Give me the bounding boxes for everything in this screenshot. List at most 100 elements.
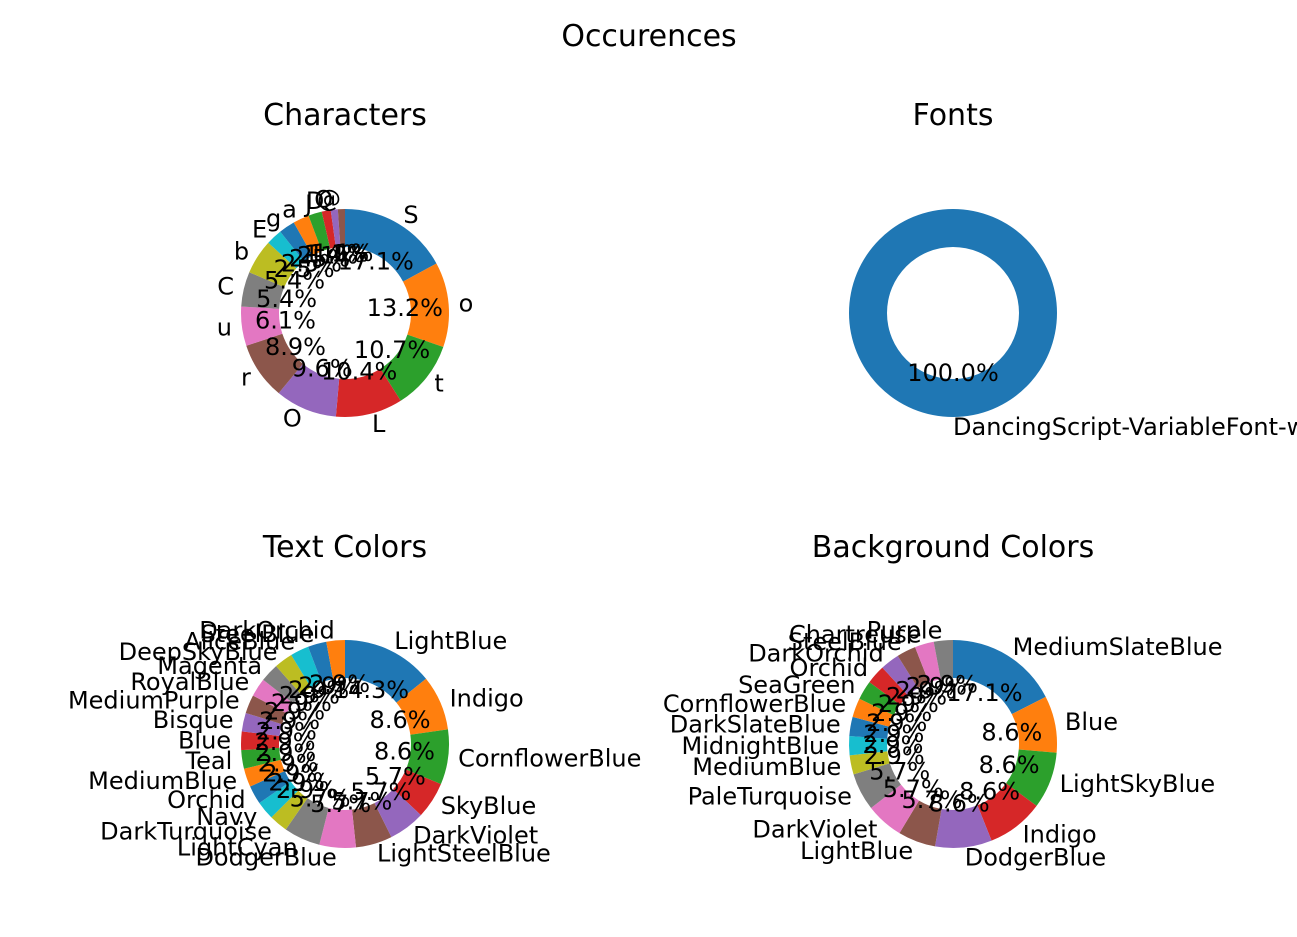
characters-slice-14	[330, 209, 341, 248]
text-colors-label-6: DodgerBlue	[195, 844, 336, 872]
background-colors-slice-15	[897, 647, 929, 689]
text-colors-label-10: Orchid	[167, 786, 246, 814]
characters-label-14: Q	[314, 186, 333, 214]
text-colors-value-label-16: 2.9%	[264, 697, 325, 725]
characters-value-label-12: 2.1%	[297, 242, 358, 270]
characters-labels: S 17.1% o 13.2% t10.7% L 10.4% O 9.6% r 8.9% u 6.1% C…	[217, 185, 474, 438]
background-colors-label-3: Indigo	[1023, 820, 1097, 848]
characters-label-11: a	[282, 196, 297, 224]
fonts-labels: DancingScript-VariableFont-wght.ttf 100.0…	[907, 359, 1297, 441]
background-colors-label-0: MediumSlateBlue	[1013, 633, 1223, 661]
text-colors-labels: LightBlue 14.3% Indigo 8.6% CornflowerBlue 8.…	[68, 616, 641, 871]
background-colors-value-label-16: 2.9%	[906, 672, 967, 700]
background-colors-label-13: Orchid	[790, 654, 869, 682]
text-colors-label-19: AliceBlue	[184, 627, 295, 655]
characters-label-7: C	[217, 273, 234, 301]
characters-value-label-13: 1.4%	[304, 240, 365, 268]
text-colors-label-17: Magenta	[157, 652, 262, 680]
text-colors-label-20: SteelBlue	[200, 620, 314, 648]
text-colors-slice-18	[276, 654, 311, 695]
background-colors-slice-1	[1011, 696, 1057, 753]
text-colors-label-13: Blue	[178, 726, 231, 754]
background-colors-label-14: DarkOrchid	[748, 639, 884, 667]
characters-slice-12	[308, 211, 331, 252]
background-colors-value-label-9: 2.9%	[863, 731, 924, 759]
text-colors-value-label-14: 2.9%	[256, 717, 317, 745]
characters-chart-title: Characters	[263, 98, 427, 133]
background-colors-value-label-5: 5.7%	[902, 786, 963, 814]
characters-value-label-6: 6.1%	[255, 307, 316, 335]
text-colors-slice-3	[393, 769, 441, 816]
background-colors-label-11: CornflowerBlue	[663, 690, 846, 718]
characters-value-label-0: 17.1%	[338, 247, 414, 275]
characters-label-0: S	[403, 201, 418, 229]
characters-slice-5	[246, 333, 303, 394]
characters-label-4: O	[283, 404, 302, 432]
characters-value-label-2: 10.7%	[354, 336, 430, 364]
text-colors-label-12: Teal	[185, 747, 233, 775]
background-colors-label-6: DarkViolet	[752, 815, 877, 843]
text-colors-slice-17	[263, 666, 302, 704]
text-colors-slice-16	[252, 679, 294, 714]
text-colors-value-label-10: 2.9%	[262, 759, 323, 787]
characters-value-label-5: 8.9%	[265, 333, 326, 361]
text-colors-value-label-11: 2.9%	[258, 750, 319, 778]
text-colors-value-label-2: 8.6%	[374, 738, 435, 766]
text-colors-slice-9	[259, 781, 299, 818]
characters-slice-4	[278, 363, 340, 417]
characters-slice-0	[345, 209, 437, 282]
text-colors-slice-15	[245, 695, 287, 725]
background-colors-slice-14	[882, 655, 918, 696]
text-colors-value-label-9: 2.9%	[268, 768, 329, 796]
background-colors-slice-2	[1006, 749, 1057, 806]
text-colors-value-label-21: 2.9%	[309, 670, 370, 698]
background-colors-value-label-11: 2.9%	[866, 709, 927, 737]
background-colors-value-label-0: 17.1%	[946, 679, 1022, 707]
characters-value-label-4: 9.6%	[292, 355, 353, 383]
text-colors-label-7: LightCyan	[177, 834, 298, 862]
background-colors-labels: MediumSlateBlue 17.1% Blue 8.6% LightSkyBlue…	[663, 616, 1223, 871]
text-colors-slice-8	[271, 790, 308, 830]
background-colors-value-label-1: 8.6%	[981, 718, 1042, 746]
text-colors-value-label-7: 5.7%	[290, 785, 351, 813]
text-colors-value-label-18: 2.9%	[279, 682, 340, 710]
characters-slice-8	[249, 242, 297, 288]
characters-chart: Characters S 17.1% o 13.2% t10.7% L 10.4% O 9.6%…	[217, 98, 474, 438]
background-colors-value-label-6: 5.7%	[883, 775, 944, 803]
text-colors-slice-7	[285, 798, 329, 845]
background-colors-label-8: MediumBlue	[692, 753, 841, 781]
characters-value-label-10: 2.5%	[281, 249, 342, 277]
figure-title: Occurences	[561, 19, 736, 54]
background-colors-slice-9	[849, 735, 888, 756]
background-colors-label-2: LightSkyBlue	[1060, 770, 1215, 798]
text-colors-label-2: CornflowerBlue	[458, 745, 641, 773]
characters-slice-1	[403, 263, 449, 347]
text-colors-slices	[241, 640, 450, 848]
text-colors-slice-11	[243, 759, 285, 787]
background-colors-value-label-15: 2.9%	[896, 676, 957, 704]
text-colors-label-21: DarkOrchid	[199, 616, 335, 644]
background-colors-slice-10	[849, 716, 890, 739]
characters-label-8: b	[234, 237, 249, 265]
text-colors-value-label-15: 2.9%	[259, 707, 320, 735]
background-colors-value-label-2: 8.6%	[979, 751, 1040, 779]
text-colors-slice-2	[405, 729, 450, 785]
characters-label-13: D	[306, 187, 324, 215]
text-colors-label-11: MediumBlue	[88, 767, 237, 795]
characters-value-label-15: 1.1%	[312, 239, 373, 267]
background-colors-label-5: LightBlue	[800, 837, 913, 865]
background-colors-label-1: Blue	[1065, 708, 1118, 736]
characters-value-label-3: 10.4%	[321, 357, 397, 385]
characters-value-label-14: 1.1%	[308, 239, 369, 267]
background-colors-slice-7	[853, 763, 901, 809]
characters-slice-11	[293, 215, 322, 256]
text-colors-value-label-4: 5.7%	[350, 778, 411, 806]
text-colors-value-label-0: 14.3%	[333, 676, 409, 704]
characters-slice-3	[335, 368, 401, 417]
fonts-slice-0	[849, 209, 1057, 417]
fonts-label-0: DancingScript-VariableFont-wght.ttf	[953, 413, 1297, 441]
text-colors-label-8: DarkTurquoise	[100, 817, 272, 845]
characters-label-1: o	[459, 290, 474, 318]
text-colors-slice-14	[241, 712, 283, 736]
characters-slices	[241, 209, 449, 417]
